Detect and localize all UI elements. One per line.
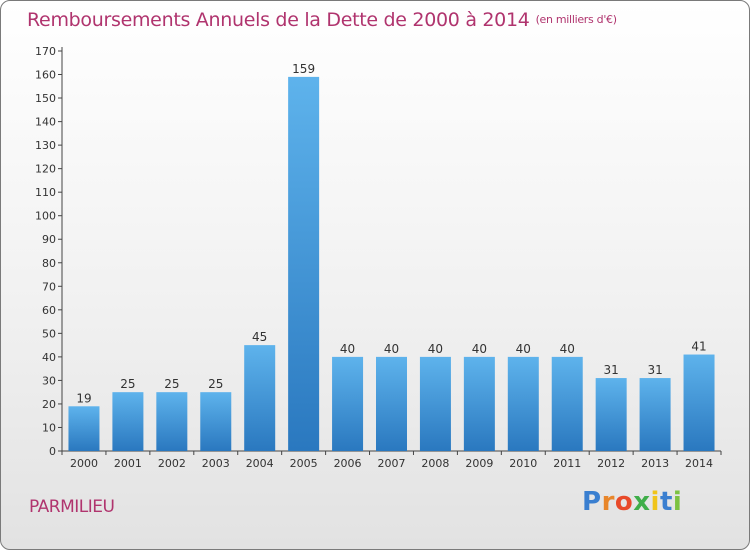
y-tick-label: 70 xyxy=(42,280,56,293)
y-tick-label: 50 xyxy=(42,327,56,340)
logo-letter: x xyxy=(633,487,651,517)
bar xyxy=(507,356,539,451)
value-label: 25 xyxy=(120,377,135,391)
value-label: 25 xyxy=(208,377,223,391)
y-tick-label: 170 xyxy=(35,45,56,58)
bar xyxy=(112,392,144,451)
bar xyxy=(376,356,407,451)
y-tick-label: 60 xyxy=(42,304,56,317)
logo-letter: P xyxy=(582,487,602,517)
y-tick-label: 140 xyxy=(35,116,56,129)
y-tick-label: 10 xyxy=(42,421,56,434)
logo-letter: i xyxy=(672,487,683,517)
y-tick-label: 150 xyxy=(35,92,56,105)
value-label: 159 xyxy=(292,62,315,76)
x-tick-label: 2009 xyxy=(465,457,493,470)
chart-title: Remboursements Annuels de la Dette de 20… xyxy=(27,9,617,31)
y-tick-label: 0 xyxy=(49,445,56,458)
value-label: 25 xyxy=(164,377,179,391)
y-tick-label: 130 xyxy=(35,139,56,152)
bar xyxy=(244,345,276,451)
bar xyxy=(332,356,364,451)
x-tick-label: 2014 xyxy=(685,457,713,470)
x-tick-label: 2002 xyxy=(158,457,186,470)
x-tick-label: 2010 xyxy=(509,457,537,470)
x-tick-label: 2008 xyxy=(421,457,449,470)
y-tick-label: 80 xyxy=(42,257,56,270)
y-tick-label: 100 xyxy=(35,210,56,223)
y-tick-label: 110 xyxy=(35,186,56,199)
y-tick-label: 160 xyxy=(35,69,56,82)
bar xyxy=(200,392,232,451)
x-tick-label: 2012 xyxy=(597,457,625,470)
commune-name: PARMILIEU xyxy=(29,497,115,517)
value-label: 40 xyxy=(384,342,399,356)
bar xyxy=(68,406,100,451)
value-labels: 19 25 25 25 45 159 40 40 40 40 40 40 31 31 41 xyxy=(76,62,706,405)
bar xyxy=(419,356,451,451)
value-label: 40 xyxy=(516,342,531,356)
value-label: 40 xyxy=(428,342,443,356)
value-label: 19 xyxy=(76,391,91,405)
logo-letter: r xyxy=(601,487,615,517)
logo-letter: t xyxy=(659,487,673,517)
bar xyxy=(551,356,583,451)
x-tick-label: 2005 xyxy=(290,457,318,470)
bar xyxy=(683,354,715,451)
x-tick-label: 2004 xyxy=(246,457,274,470)
value-label: 40 xyxy=(560,342,575,356)
unit-note: (en milliers d'€) xyxy=(535,13,617,26)
value-label: 31 xyxy=(604,363,619,377)
y-tick-label: 120 xyxy=(35,163,56,176)
value-label: 40 xyxy=(472,342,487,356)
value-label: 41 xyxy=(691,340,706,354)
x-tick-label: 2003 xyxy=(202,457,230,470)
bars xyxy=(68,76,715,451)
x-tick-label: 2007 xyxy=(378,457,406,470)
y-tick-label: 40 xyxy=(42,351,56,364)
x-tick-label: 2006 xyxy=(334,457,362,470)
x-tick-label: 2001 xyxy=(114,457,142,470)
bar xyxy=(463,356,495,451)
proxiti-logo: Proxiti xyxy=(582,487,682,517)
y-tick-label: 90 xyxy=(42,233,56,246)
value-label: 45 xyxy=(252,330,267,344)
y-tick-label: 30 xyxy=(42,374,56,387)
value-label: 31 xyxy=(647,363,662,377)
value-label: 40 xyxy=(340,342,355,356)
bar xyxy=(156,392,188,451)
title-text: Remboursements Annuels de la Dette de 20… xyxy=(27,9,530,31)
bar xyxy=(595,378,627,451)
logo-letter: i xyxy=(650,487,660,517)
y-tick-label: 20 xyxy=(42,398,56,411)
bar xyxy=(288,76,320,451)
x-tick-label: 2000 xyxy=(70,457,98,470)
bar xyxy=(639,378,671,451)
logo-letter: o xyxy=(614,487,634,517)
x-tick-label: 2011 xyxy=(553,457,581,470)
x-tick-label: 2013 xyxy=(641,457,669,470)
